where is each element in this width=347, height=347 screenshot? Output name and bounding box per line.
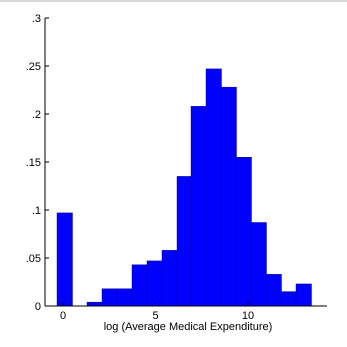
y-tick-label: .3 [32, 13, 41, 25]
histogram-bar [295, 283, 312, 307]
histogram-bar [250, 222, 267, 307]
histogram-bar [56, 212, 73, 307]
y-tick-label: 0 [35, 301, 41, 313]
top-border [0, 0, 347, 2]
x-tick-label: 0 [60, 310, 66, 322]
histogram-bar [190, 106, 207, 307]
y-tick-label: .15 [26, 157, 41, 169]
histogram-bar [280, 291, 297, 307]
histogram-bar [161, 250, 178, 307]
bars-group [56, 68, 312, 307]
histogram-bar [220, 86, 237, 307]
histogram-bar [131, 264, 148, 307]
histogram-bar [101, 288, 118, 307]
histogram-bar [265, 274, 282, 307]
y-tick-label: .1 [32, 205, 41, 217]
histogram-bar [146, 260, 163, 307]
x-axis-label: log (Average Medical Expenditure) [104, 321, 273, 333]
x-tick-label: 10 [242, 310, 254, 322]
y-tick-label: .25 [26, 61, 41, 73]
histogram-bar [205, 68, 222, 307]
x-tick-label: 5 [152, 310, 158, 322]
histogram-bar [176, 176, 193, 307]
y-tick-label: .05 [26, 253, 41, 265]
histogram-bar [235, 156, 252, 307]
histogram-bar [86, 301, 103, 307]
axes-group: 0 .05 .1 .15 .2 .25 .3 0 5 10 [26, 13, 327, 322]
histogram-bar [116, 288, 133, 307]
y-tick-label: .2 [32, 109, 41, 121]
